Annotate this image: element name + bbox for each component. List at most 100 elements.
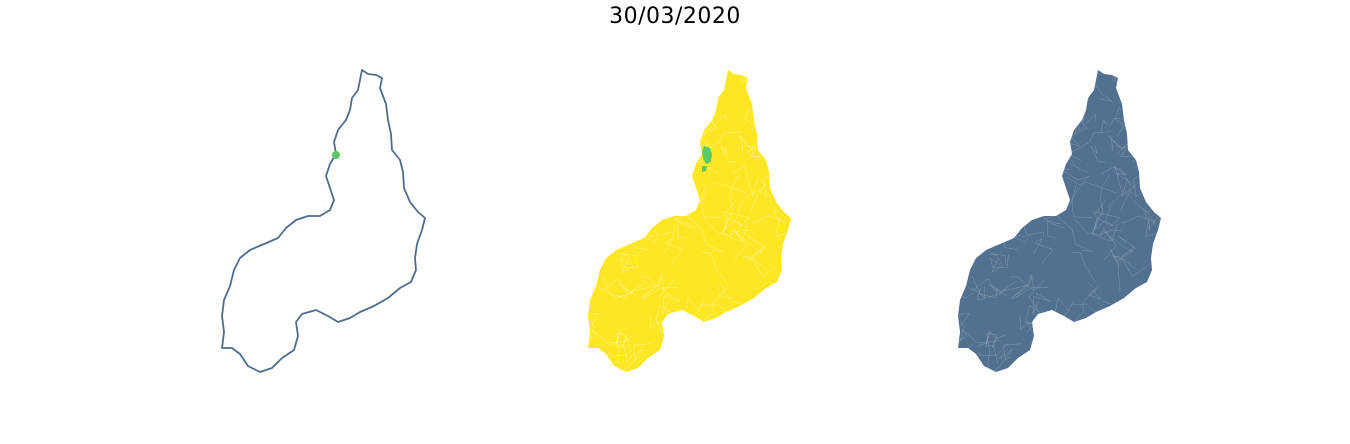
municipality-border-line (1113, 256, 1147, 277)
municipality-border-line (989, 284, 1007, 297)
municipality-border-line (588, 328, 617, 345)
municipality-border-line (1113, 167, 1133, 187)
municipality-border-line (618, 159, 633, 170)
municipality-border-line (679, 112, 695, 145)
municipality-border-line (601, 275, 628, 299)
municipality-border-line (631, 71, 655, 91)
case-municipality-region-small (702, 166, 707, 172)
municipality-border-line (610, 150, 645, 187)
municipality-border-line (986, 210, 1014, 227)
municipality-border-line (984, 348, 1013, 372)
municipality-border-line (599, 343, 639, 358)
municipality-border-line (652, 223, 674, 237)
municipality-border-line (692, 127, 717, 147)
municipality-border-line (958, 272, 963, 291)
municipality-border-line (977, 201, 1025, 223)
municipality-border-line (717, 328, 741, 345)
municipality-border-line (593, 158, 611, 169)
municipality-border-line (588, 145, 611, 156)
state-outline-svg (221, 69, 426, 373)
municipality-border-line (669, 106, 703, 139)
municipality-border-line (974, 82, 998, 96)
municipality-border-line (630, 172, 646, 200)
municipality-border-line (643, 139, 705, 172)
municipality-border-line (1148, 326, 1161, 354)
municipality-border-line (1087, 70, 1113, 102)
municipality-border-line (603, 161, 624, 192)
municipality-border-line (1065, 152, 1089, 173)
municipality-border-line (989, 88, 1014, 99)
municipality-border-line (992, 82, 1019, 108)
municipality-border-line (732, 223, 748, 261)
municipality-border-line (640, 120, 659, 159)
municipality-border-line (958, 213, 980, 233)
municipality-border-line (1022, 146, 1043, 178)
municipality-border-line (973, 195, 992, 219)
municipality-border-line (615, 332, 629, 364)
municipality-border-line (752, 326, 771, 350)
municipality-border-line (1120, 357, 1148, 372)
municipality-border-line (588, 87, 600, 129)
municipality-border-line (731, 165, 753, 208)
municipality-border-line (1123, 72, 1160, 105)
municipality-border-line (712, 348, 748, 360)
municipality-border-line (1158, 199, 1161, 228)
municipality-border-line (1085, 363, 1104, 372)
municipality-border-line (1145, 219, 1159, 237)
municipality-border-line (619, 284, 637, 297)
municipality-border-line (1039, 101, 1055, 156)
municipality-border-line (1117, 344, 1148, 370)
municipality-border-line (772, 120, 791, 136)
municipality-border-line (747, 344, 778, 370)
municipality-border-line (622, 94, 646, 115)
municipality-border-line (989, 70, 1035, 86)
municipality-border-line (741, 306, 748, 333)
municipality-border-line (549, 313, 587, 330)
municipality-border-line (969, 343, 1009, 358)
municipality-border-line (971, 275, 998, 299)
municipality-border-line (1128, 128, 1161, 147)
municipality-border-line (762, 319, 791, 339)
municipality-border-line (958, 87, 970, 129)
municipality-border-line (1087, 286, 1102, 300)
municipality-border-line (1136, 293, 1161, 329)
municipality-border-line (730, 174, 741, 215)
municipality-border-line (1128, 347, 1142, 362)
municipality-border-line (634, 138, 657, 161)
municipality-border-line (1125, 112, 1157, 127)
municipality-border-line (591, 114, 622, 153)
municipality-border-line (1022, 223, 1044, 237)
municipality-border-line (717, 286, 732, 300)
municipality-border-line (773, 70, 791, 93)
municipality-border-line (1074, 205, 1114, 235)
municipality-border-line (958, 320, 965, 351)
municipality-border-line (1038, 75, 1067, 87)
municipality-border-line (958, 118, 968, 153)
municipality-border-line (631, 276, 664, 292)
municipality-border-line (1021, 106, 1049, 129)
municipality-border-line (958, 290, 973, 299)
municipality-border-line (945, 236, 956, 252)
municipality-border-line (652, 146, 673, 178)
municipality-border-line (1101, 165, 1123, 208)
municipality-border-line (1093, 199, 1121, 227)
state-municipality-shape (958, 70, 1161, 372)
case-municipality-region (702, 146, 712, 164)
municipality-border-line (588, 76, 611, 111)
municipality-border-line (636, 184, 672, 204)
municipality-border-line (701, 252, 726, 283)
municipality-border-line (958, 313, 970, 343)
state-outline-map (210, 60, 440, 380)
case-marker-point (332, 151, 340, 159)
municipality-border-line (720, 229, 753, 236)
municipality-border-line (1032, 292, 1051, 315)
municipality-border-line (588, 195, 604, 217)
municipality-border-line (622, 82, 649, 108)
municipality-border-line (768, 70, 789, 95)
municipality-border-line (1062, 127, 1087, 147)
municipality-border-line (616, 210, 644, 227)
municipality-border-line (967, 278, 992, 292)
municipality-border-line (1137, 133, 1161, 155)
municipality-border-line (754, 96, 777, 126)
municipality-border-line (978, 97, 993, 110)
